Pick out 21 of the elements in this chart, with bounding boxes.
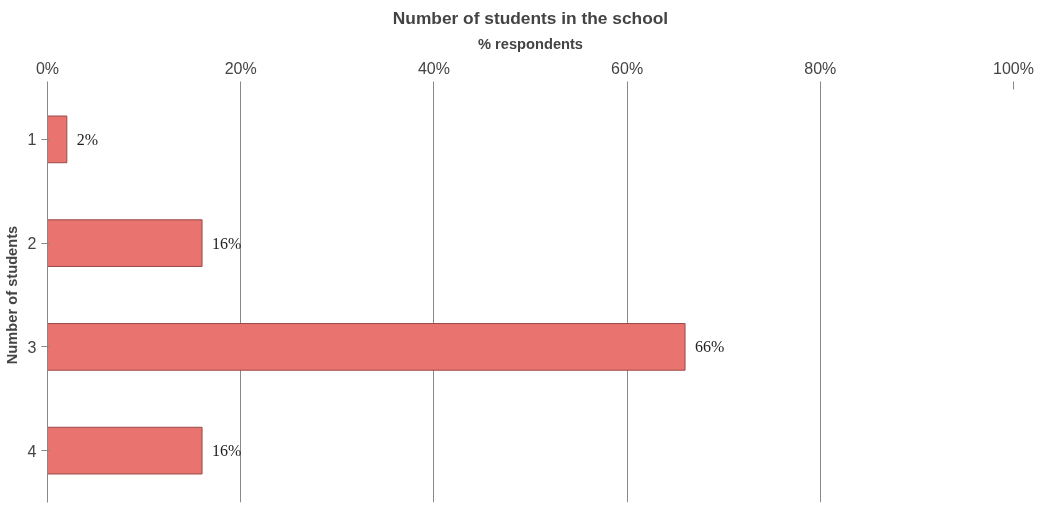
x-tick-label: 60% [611, 59, 644, 77]
y-axis-title: Number of students [3, 225, 20, 365]
data-label: 16% [212, 234, 242, 252]
bar [47, 323, 686, 371]
x-tick-label: 80% [804, 59, 837, 77]
bar [47, 426, 203, 475]
x-axis-title: % respondents [477, 35, 584, 52]
x-tick-label: 20% [224, 59, 257, 77]
data-label: 16% [212, 442, 242, 460]
y-tick-label: 1 [27, 131, 37, 149]
data-label: 2% [76, 130, 99, 148]
y-tick-label: 2 [27, 235, 37, 253]
x-tick-label: 100% [993, 59, 1034, 77]
x-tick-label: 0% [35, 59, 60, 77]
data-label: 66% [695, 338, 725, 356]
y-tick-label: 4 [27, 442, 37, 460]
x-tick-label: 40% [417, 59, 450, 77]
bar [47, 219, 203, 267]
chart-title: Number of students in the school [392, 7, 669, 28]
bar [47, 115, 68, 164]
y-tick-label: 3 [27, 338, 37, 356]
